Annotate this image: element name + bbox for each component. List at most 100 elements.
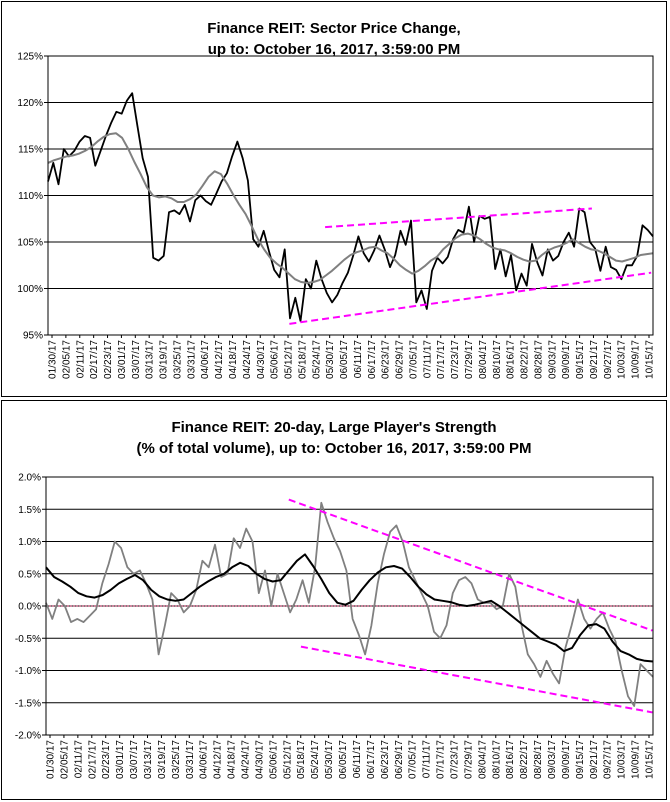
- x-tick-label: 05/18/17: [296, 740, 307, 779]
- x-tick-label: 08/16/17: [506, 340, 517, 379]
- y-tick-label: 105%: [17, 238, 43, 249]
- x-tick-label: 04/06/17: [199, 740, 210, 779]
- x-tick-label: 05/30/17: [325, 340, 336, 379]
- series-line-price: [47, 92, 654, 323]
- y-tick-label: 95%: [23, 331, 43, 342]
- x-tick-label: 02/17/17: [87, 740, 98, 779]
- x-tick-label: 09/21/17: [589, 340, 600, 379]
- plot-area-border: [45, 476, 654, 736]
- x-tick-label: 08/28/17: [533, 740, 544, 779]
- x-tick-label: 08/10/17: [492, 340, 503, 379]
- x-tick-label: 07/11/17: [422, 740, 433, 779]
- x-tick-label: 09/03/17: [547, 340, 558, 379]
- large-player-strength-chart-panel: Finance REIT: 20-day, Large Player's Str…: [1, 400, 667, 800]
- x-tick-label: 07/29/17: [463, 740, 474, 779]
- x-tick-label: 06/29/17: [395, 340, 406, 379]
- x-tick-label: 07/17/17: [436, 740, 447, 779]
- x-tick-label: 03/07/17: [129, 740, 140, 779]
- trendline-1: [288, 498, 653, 632]
- x-tick-label: 04/12/17: [213, 740, 224, 779]
- x-tick-label: 09/03/17: [547, 740, 558, 779]
- x-tick-label: 03/13/17: [143, 740, 154, 779]
- x-tick-label: 04/24/17: [241, 740, 252, 779]
- y-tick-label: -0.5%: [15, 634, 41, 645]
- x-tick-label: 09/27/17: [603, 340, 614, 379]
- x-tick-label: 06/23/17: [380, 740, 391, 779]
- x-tick-label: 08/04/17: [477, 740, 488, 779]
- price-chart-title-line2: up to: October 16, 2017, 3:59:00 PM: [207, 41, 461, 58]
- y-tick-label: 1.0%: [18, 537, 41, 548]
- series-line-average: [47, 132, 654, 284]
- trendline-2: [289, 271, 652, 325]
- y-tick-label: 0.5%: [18, 569, 41, 580]
- x-tick-label: 07/23/17: [449, 740, 460, 779]
- x-tick-label: 10/03/17: [617, 340, 628, 379]
- x-tick-label: 10/03/17: [617, 740, 628, 779]
- price-change-chart: 95% 100% 105% 110% 115% 120% 125% 01/30/17 02/05…: [17, 52, 656, 379]
- x-tick-label: 04/18/17: [228, 340, 239, 379]
- y-tick-label: 120%: [17, 98, 43, 109]
- x-tick-label: 03/19/17: [159, 340, 170, 379]
- y-tick-label: -2.0%: [15, 731, 41, 742]
- x-tick-label: 06/23/17: [381, 340, 392, 379]
- series-line-strength: [45, 501, 654, 707]
- x-tick-label: 10/09/17: [631, 740, 642, 779]
- x-tick-label: 03/31/17: [186, 340, 197, 379]
- x-tick-label: 06/05/17: [339, 340, 350, 379]
- x-tick-label: 06/29/17: [394, 740, 405, 779]
- x-tick-label: 10/15/17: [645, 740, 656, 779]
- x-tick-label: 06/17/17: [367, 340, 378, 379]
- y-tick-label: 1.5%: [18, 505, 41, 516]
- x-tick-label: 05/18/17: [297, 340, 308, 379]
- x-tick-label: 03/01/17: [117, 340, 128, 379]
- x-tick-label: 07/05/17: [408, 740, 419, 779]
- x-tick-label: 02/23/17: [101, 740, 112, 779]
- x-tick-label: 09/09/17: [561, 340, 572, 379]
- x-tick-label: 02/05/17: [59, 740, 70, 779]
- price-change-chart-panel: Finance REIT: Sector Price Change, up to…: [1, 1, 667, 397]
- x-tick-label: 08/22/17: [520, 340, 531, 379]
- x-tick-label: 09/27/17: [603, 740, 614, 779]
- x-tick-label: 05/24/17: [311, 340, 322, 379]
- x-tick-label: 04/12/17: [214, 340, 225, 379]
- x-tick-label: 03/19/17: [157, 740, 168, 779]
- x-tick-label: 03/31/17: [185, 740, 196, 779]
- trendline-1: [325, 207, 592, 229]
- x-tick-label: 07/11/17: [422, 340, 433, 379]
- x-tick-label: 03/13/17: [145, 340, 156, 379]
- x-tick-label: 08/16/17: [505, 740, 516, 779]
- x-tick-label: 04/24/17: [242, 340, 253, 379]
- x-tick-label: 05/24/17: [310, 740, 321, 779]
- x-tick-label: 06/05/17: [338, 740, 349, 779]
- y-tick-label: 0.0%: [18, 602, 41, 613]
- plot-area-border: [47, 55, 654, 336]
- x-tick-label: 05/06/17: [268, 740, 279, 779]
- y-tick-label: 125%: [17, 52, 43, 63]
- y-tick-label: -1.0%: [15, 666, 41, 677]
- x-tick-label: 05/12/17: [284, 340, 295, 379]
- series-line-average: [45, 553, 654, 663]
- x-tick-label: 10/15/17: [645, 340, 656, 379]
- x-tick-label: 07/17/17: [436, 340, 447, 379]
- x-tick-label: 04/06/17: [200, 340, 211, 379]
- trendline-2: [300, 645, 653, 714]
- x-tick-label: 05/12/17: [282, 740, 293, 779]
- x-tick-label: 07/29/17: [464, 340, 475, 379]
- x-tick-label: 05/06/17: [270, 340, 281, 379]
- x-tick-label: 08/10/17: [491, 740, 502, 779]
- x-tick-label: 04/30/17: [256, 340, 267, 379]
- x-tick-label: 09/15/17: [575, 340, 586, 379]
- y-tick-label: 100%: [17, 284, 43, 295]
- y-tick-label: -1.5%: [15, 698, 41, 709]
- x-tick-label: 06/17/17: [366, 740, 377, 779]
- x-tick-label: 03/25/17: [171, 740, 182, 779]
- x-tick-label: 06/11/17: [353, 340, 364, 379]
- x-tick-label: 08/28/17: [533, 340, 544, 379]
- x-tick-label: 04/30/17: [254, 740, 265, 779]
- x-tick-label: 04/18/17: [227, 740, 238, 779]
- large-player-strength-chart: -2.0% -1.5% -1.0% -0.5% 0.0% 0.5% 1.0% 1.5% 2.0%…: [15, 473, 656, 779]
- strength-chart-title-line1: Finance REIT: 20-day, Large Player's Str…: [171, 419, 497, 436]
- x-tick-label: 09/15/17: [575, 740, 586, 779]
- strength-chart-title-line2: (% of total volume), up to: October 16, …: [136, 440, 532, 457]
- x-tick-label: 01/30/17: [48, 340, 59, 379]
